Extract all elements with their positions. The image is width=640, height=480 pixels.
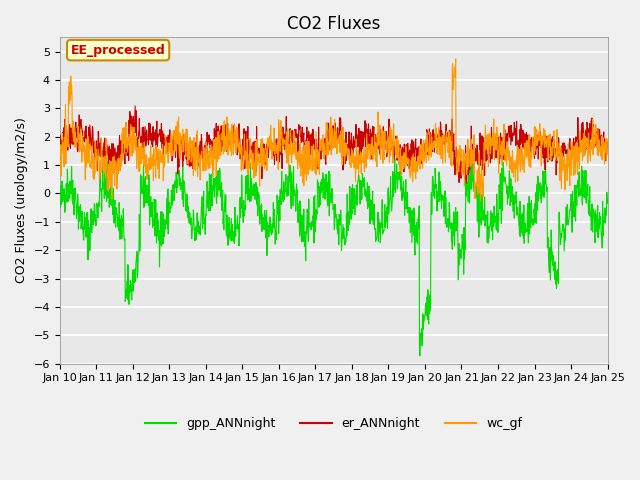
Text: EE_processed: EE_processed: [71, 44, 166, 57]
Y-axis label: CO2 Fluxes (urology/m2/s): CO2 Fluxes (urology/m2/s): [15, 118, 28, 284]
Legend: gpp_ANNnight, er_ANNnight, wc_gf: gpp_ANNnight, er_ANNnight, wc_gf: [140, 412, 527, 435]
Title: CO2 Fluxes: CO2 Fluxes: [287, 15, 380, 33]
